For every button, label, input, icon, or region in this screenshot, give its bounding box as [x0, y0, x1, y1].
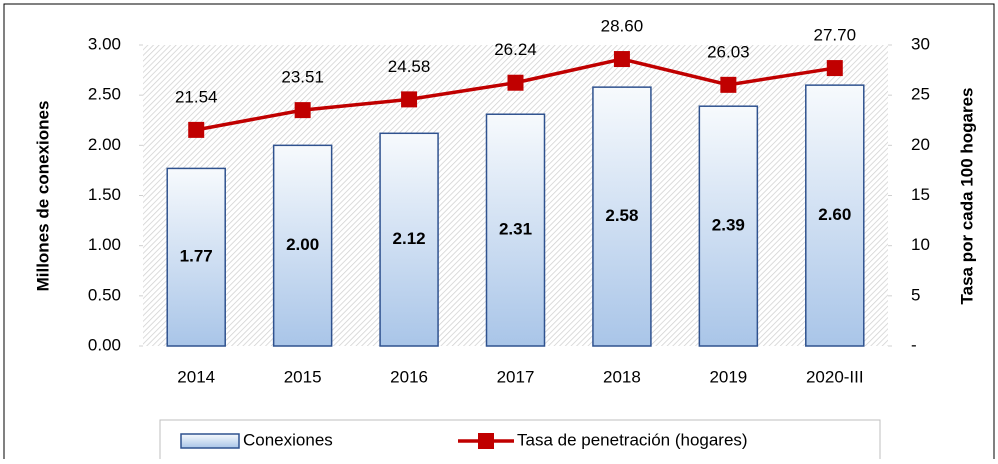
y-tick-label: 2.50 [88, 85, 121, 104]
y-tick-label: 0.00 [88, 335, 121, 354]
y-tick-label: 1.00 [88, 235, 121, 254]
y2-tick-label: 5 [911, 285, 920, 304]
bar-value-label: 2.58 [605, 206, 638, 225]
legend-swatch [180, 433, 240, 449]
bar [485, 113, 546, 347]
line-value-label: 24.58 [388, 57, 431, 76]
bar [166, 167, 226, 347]
line-marker [720, 76, 737, 93]
bar-value-label: 2.39 [712, 216, 745, 235]
x-tick-label: 2014 [177, 367, 215, 386]
bar-value-label: 2.31 [499, 220, 532, 239]
y-tick-label: 2.00 [88, 135, 121, 154]
x-tick-label: 2017 [497, 367, 535, 386]
x-tick-label: 2020-III [806, 367, 864, 386]
y2-axis-title: Tasa por cada 100 hogares [957, 87, 976, 304]
bar-value-label: 2.60 [818, 205, 851, 224]
bar-value-label: 2.12 [393, 229, 426, 248]
x-tick-label: 2015 [284, 367, 322, 386]
bar-value-label: 1.77 [180, 247, 213, 266]
line-value-label: 26.24 [494, 40, 537, 59]
y2-tick-label: 30 [911, 34, 930, 53]
frame [3, 3, 995, 464]
y-axis-title: Millones de conexiones [33, 101, 52, 292]
bar [698, 105, 759, 347]
x-tick-label: 2018 [603, 367, 641, 386]
line-marker [507, 74, 524, 91]
y-tick-label: 1.50 [88, 185, 121, 204]
bar-value-label: 2.00 [286, 235, 319, 254]
line-value-label: 26.03 [707, 42, 750, 61]
y2-tick-label: 25 [911, 85, 930, 104]
x-tick-label: 2016 [390, 367, 428, 386]
line-value-label: 23.51 [281, 68, 324, 87]
bar [592, 86, 652, 347]
bar [379, 132, 439, 347]
y2-tick-label: 20 [911, 135, 930, 154]
line-marker [401, 91, 418, 108]
line-marker [826, 60, 843, 77]
legend-swatch [478, 433, 494, 449]
line-marker [188, 121, 205, 138]
x-tick-label: 2019 [709, 367, 747, 386]
line-value-label: 21.54 [175, 87, 218, 106]
legend-label: Conexiones [243, 430, 333, 449]
line-value-label: 28.60 [601, 17, 644, 36]
legend [159, 419, 881, 464]
line-marker [613, 51, 630, 68]
y2-tick-label: 10 [911, 235, 930, 254]
bar [805, 84, 865, 347]
y2-tick-label: - [911, 335, 917, 354]
y-tick-label: 3.00 [88, 34, 121, 53]
legend-label: Tasa de penetración (hogares) [517, 430, 748, 449]
line-value-label: 27.70 [814, 26, 857, 45]
bar [272, 144, 333, 347]
line-marker [294, 102, 311, 119]
y2-tick-label: 15 [911, 185, 930, 204]
y-tick-label: 0.50 [88, 285, 121, 304]
